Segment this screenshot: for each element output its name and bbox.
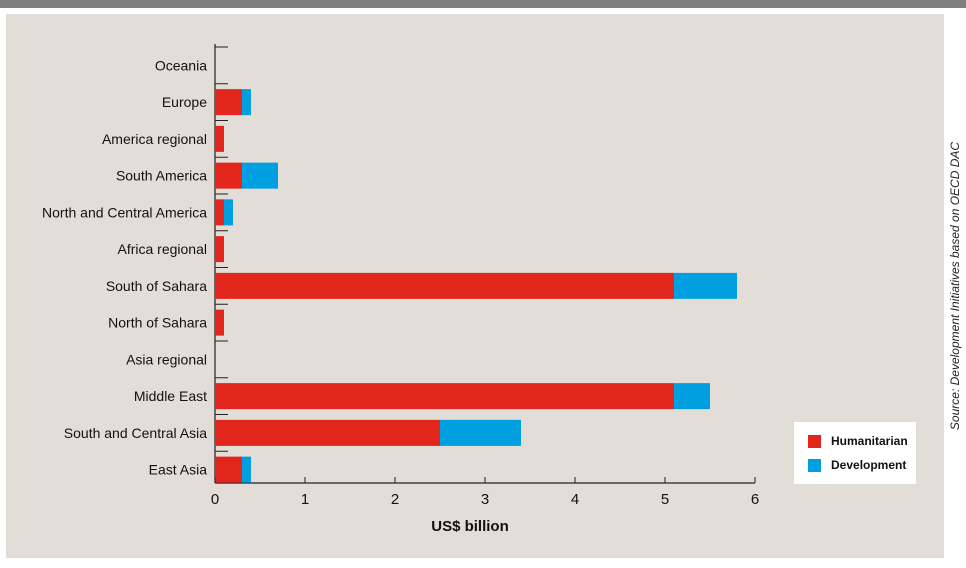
bar-humanitarian-europe: [215, 89, 242, 116]
x-tick-label: 2: [391, 491, 399, 508]
category-label-south-america: South America: [116, 168, 207, 184]
x-tick-label: 3: [481, 491, 489, 508]
category-label-africa-regional: Africa regional: [118, 241, 208, 257]
category-label-north-of-sahara: North of Sahara: [108, 315, 207, 331]
bar-development-east-asia: [242, 456, 251, 483]
bar-development-europe: [242, 89, 251, 116]
source-note: Source: Development Initiatives based on…: [944, 14, 966, 558]
category-label-south-of-sahara: South of Sahara: [106, 278, 207, 294]
x-tick-label: 1: [301, 491, 309, 508]
bar-humanitarian-north-and-central-america: [215, 199, 224, 226]
legend-item-humanitarian: Humanitarian: [808, 434, 908, 448]
bar-humanitarian-africa-regional: [215, 236, 224, 263]
bar-development-south-and-central-asia: [440, 419, 521, 446]
legend-swatch-development: [808, 458, 821, 472]
legend-swatch-humanitarian: [808, 434, 821, 448]
category-label-oceania: Oceania: [155, 57, 207, 73]
bar-humanitarian-america-regional: [215, 125, 224, 152]
bar-humanitarian-south-america: [215, 162, 242, 189]
category-label-south-and-central-asia: South and Central Asia: [64, 425, 207, 441]
bar-development-south-america: [242, 162, 278, 189]
category-label-north-and-central-america: North and Central America: [42, 204, 207, 220]
legend: Humanitarian Development: [794, 422, 916, 484]
bar-development-south-of-sahara: [674, 272, 737, 299]
legend-label-development: Development: [831, 458, 907, 472]
stacked-bar-chart: Oceania Europe America regional South Ameri…: [42, 44, 759, 535]
bar-humanitarian-north-of-sahara: [215, 309, 224, 336]
x-tick-label: 5: [661, 491, 669, 508]
category-label-asia-regional: Asia regional: [126, 351, 207, 367]
legend-label-humanitarian: Humanitarian: [831, 434, 908, 448]
category-label-east-asia: East Asia: [149, 462, 208, 478]
bar-development-middle-east: [674, 383, 710, 410]
x-tick-label: 6: [751, 491, 759, 508]
bar-humanitarian-east-asia: [215, 456, 242, 483]
bar-humanitarian-south-and-central-asia: [215, 419, 440, 446]
bar-humanitarian-south-of-sahara: [215, 272, 674, 299]
x-axis-title: US$ billion: [431, 518, 509, 535]
x-tick-label: 4: [571, 491, 579, 508]
category-label-europe: Europe: [162, 94, 207, 110]
category-label-middle-east: Middle East: [134, 388, 207, 404]
top-band: [0, 0, 966, 8]
bar-humanitarian-middle-east: [215, 383, 674, 410]
x-tick-label: 0: [211, 491, 219, 508]
source-text: Source: Development Initiatives based on…: [948, 141, 963, 431]
category-label-america-regional: America regional: [102, 131, 207, 147]
legend-item-development: Development: [808, 458, 906, 472]
bar-development-north-and-central-america: [224, 199, 233, 226]
